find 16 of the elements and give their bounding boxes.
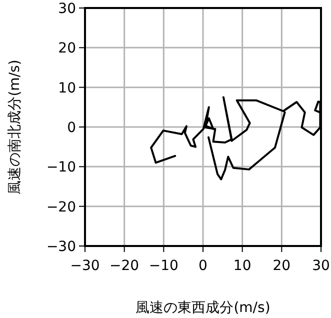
y-tick-label: 30 — [58, 1, 76, 17]
x-tick-label: 10 — [233, 258, 252, 274]
x-tick-label: 20 — [272, 258, 291, 274]
y-tick-label: −30 — [46, 239, 76, 255]
y-tick-label: −20 — [46, 199, 76, 216]
y-tick-label: −10 — [46, 160, 76, 176]
x-tick-label: −30 — [70, 258, 100, 274]
y-axis-title: 風速の南北成分(m/s) — [7, 60, 23, 194]
y-tick-label: 20 — [58, 40, 76, 57]
x-axis-title: 風速の東西成分(m/s) — [136, 300, 270, 316]
x-tick-label: −20 — [110, 258, 140, 274]
x-tick-label: −10 — [148, 258, 178, 274]
y-tick-label: 0 — [67, 120, 76, 136]
x-tick-label: 30 — [312, 258, 330, 274]
y-tick-label: 10 — [58, 80, 76, 96]
x-tick-label: 0 — [198, 258, 208, 274]
